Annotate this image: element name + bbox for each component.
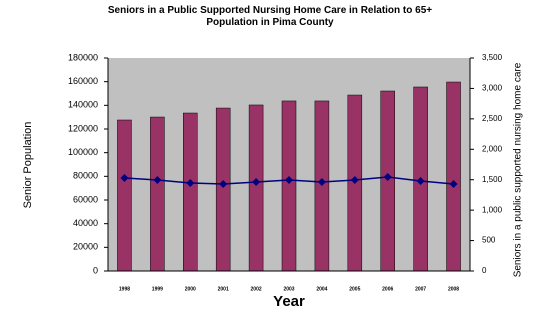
bar — [248, 104, 264, 272]
bar — [380, 90, 395, 272]
y-tick-label: 120000 — [68, 123, 98, 133]
y-tick-label: 80000 — [73, 171, 98, 181]
y2-tick-label: 2,000 — [482, 144, 503, 153]
y-tick-label: 160000 — [68, 76, 98, 86]
x-tick-label: 2001 — [218, 286, 229, 292]
line-marker — [252, 178, 261, 187]
bar — [446, 81, 461, 272]
y-tick-label: 20000 — [73, 242, 98, 252]
line-marker — [153, 176, 162, 185]
y-axis-label: Senior Population — [22, 122, 34, 209]
bar — [215, 107, 231, 272]
y2-tick-label: 2,500 — [482, 114, 503, 123]
x-tick-label: 1999 — [152, 286, 163, 292]
line-marker — [317, 178, 326, 187]
bar — [183, 112, 198, 272]
bar — [117, 119, 132, 272]
line-marker — [285, 176, 293, 185]
y-tick-label: 40000 — [73, 218, 98, 228]
x-tick-label: 2004 — [316, 286, 327, 292]
line-marker — [350, 176, 359, 185]
y2-tick-label: 3,000 — [482, 84, 503, 93]
x-tick-label: 2006 — [382, 286, 393, 292]
y2-axis-label: Seniors in a public supported nursing ho… — [513, 62, 524, 277]
line-marker — [416, 176, 425, 185]
chart-title: Seniors in a Public Supported Nursing Ho… — [107, 5, 433, 28]
x-axis-label: Year — [273, 293, 305, 310]
y2-tick-label: 0 — [482, 266, 487, 275]
x-tick-label: 2007 — [415, 286, 426, 292]
y-tick-label: 140000 — [68, 100, 98, 110]
x-tick-label: 2005 — [349, 286, 360, 292]
y-tick-label: 0 — [93, 265, 98, 275]
y2-tick-label: 1,500 — [482, 175, 503, 184]
y2-tick-label: 1,000 — [482, 205, 503, 214]
bar — [150, 116, 165, 272]
x-tick-label: 2003 — [283, 286, 294, 292]
line-marker — [219, 179, 228, 188]
line-marker — [120, 174, 129, 183]
y-tick-label: 100000 — [68, 147, 98, 157]
bar — [281, 100, 297, 272]
y2-tick-label: 3,500 — [482, 53, 503, 62]
y-tick-label: 60000 — [73, 194, 98, 204]
y-tick-label: 180000 — [68, 52, 98, 62]
x-tick-label: 2000 — [185, 286, 196, 292]
y2-tick-label: 500 — [482, 236, 496, 245]
x-tick-label: 1998 — [119, 286, 130, 292]
line-marker — [383, 172, 392, 181]
line-marker — [186, 179, 195, 188]
x-tick-label: 2002 — [251, 286, 262, 292]
line-marker — [449, 179, 458, 188]
x-tick-label: 2008 — [448, 286, 459, 292]
